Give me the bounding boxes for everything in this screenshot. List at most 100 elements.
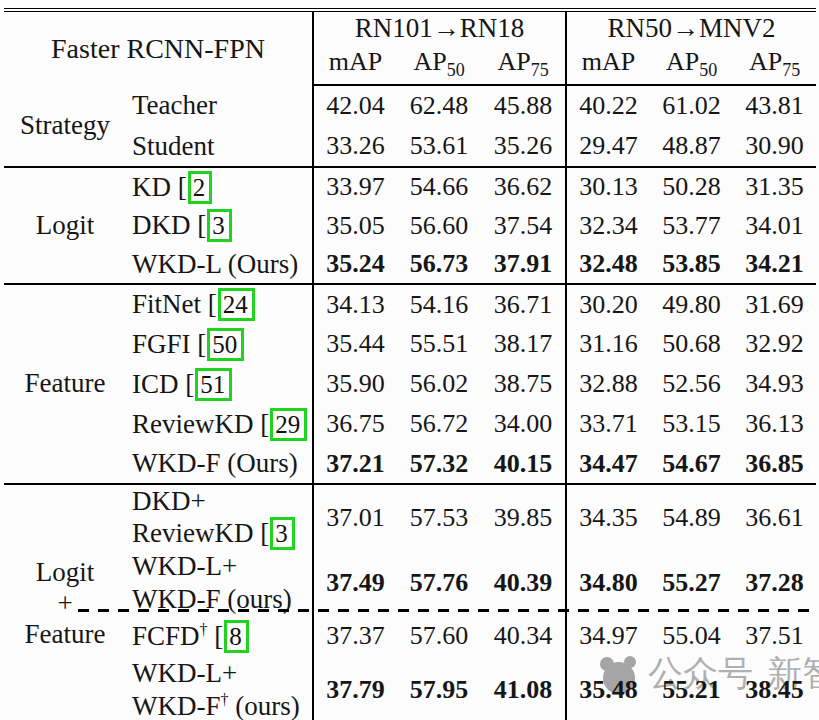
dashed-separator	[78, 609, 815, 612]
value-cell: 57.76	[397, 550, 481, 615]
method-icd: ICD [51	[126, 364, 313, 404]
value-cell: 32.88	[566, 364, 650, 404]
section-label-feature: Feature	[4, 284, 126, 484]
value-cell: 34.00	[481, 404, 566, 444]
value-cell: 52.56	[650, 364, 733, 404]
value-cell: 40.34	[481, 615, 566, 657]
value-cell: 31.69	[733, 284, 816, 324]
citation-link[interactable]: 3	[270, 517, 295, 550]
col-group-rn101-rn18: RN101→RN18	[313, 10, 566, 44]
value-cell: 53.61	[397, 126, 481, 167]
method-fcfd: FCFD† [8	[126, 615, 313, 657]
method-wkd-l-plus-wkd-f-dagger: WKD-L+ WKD-F† (ours)	[126, 657, 313, 720]
value-cell: 35.90	[313, 364, 397, 404]
value-cell: 61.02	[650, 85, 733, 126]
value-cell: 55.27	[650, 550, 733, 615]
value-cell: 56.02	[397, 364, 481, 404]
value-cell: 57.53	[397, 484, 481, 550]
value-cell: 62.48	[397, 85, 481, 126]
value-cell: 56.73	[397, 245, 481, 284]
value-cell: 56.72	[397, 404, 481, 444]
method-wkd-l-plus-wkd-f: WKD-L+ WKD-F (ours)	[126, 550, 313, 615]
col-header-map-1: mAP	[313, 44, 397, 85]
value-cell: 35.24	[313, 245, 397, 284]
value-cell: 37.54	[481, 206, 566, 245]
value-cell: 29.47	[566, 126, 650, 167]
value-cell: 40.15	[481, 444, 566, 484]
citation-link[interactable]: 51	[195, 368, 232, 401]
value-cell: 37.01	[313, 484, 397, 550]
value-cell: 30.13	[566, 167, 650, 206]
value-cell: 54.66	[397, 167, 481, 206]
value-cell: 53.15	[650, 404, 733, 444]
value-cell: 32.92	[733, 324, 816, 364]
value-cell: 54.16	[397, 284, 481, 324]
value-cell: 34.47	[566, 444, 650, 484]
dagger-mark: †	[200, 621, 208, 638]
value-cell: 48.87	[650, 126, 733, 167]
value-cell: 31.16	[566, 324, 650, 364]
value-cell: 50.68	[650, 324, 733, 364]
value-cell: 41.08	[481, 657, 566, 720]
method-dkd-reviewkd: DKD+ ReviewKD [3	[126, 484, 313, 550]
value-cell: 33.97	[313, 167, 397, 206]
col-header-map-2: mAP	[566, 44, 650, 85]
section-label-logit-feature: Logit + Feature	[4, 484, 126, 720]
value-cell: 33.71	[566, 404, 650, 444]
value-cell: 57.60	[397, 615, 481, 657]
value-cell: 34.21	[733, 245, 816, 284]
col-header-ap75-2: AP75	[733, 44, 816, 85]
citation-link[interactable]: 50	[207, 328, 244, 361]
value-cell: 33.26	[313, 126, 397, 167]
value-cell: 34.01	[733, 206, 816, 245]
value-cell: 37.91	[481, 245, 566, 284]
method-dkd: DKD [3	[126, 206, 313, 245]
value-cell: 34.80	[566, 550, 650, 615]
value-cell: 36.75	[313, 404, 397, 444]
value-cell: 34.13	[313, 284, 397, 324]
value-cell: 36.85	[733, 444, 816, 484]
value-cell: 55.21	[650, 657, 733, 720]
results-table: Faster RCNN-FPN RN101→RN18 RN50→MNV2 mAP…	[4, 8, 816, 720]
value-cell: 37.79	[313, 657, 397, 720]
value-cell: 35.48	[566, 657, 650, 720]
paper-table-screenshot: 公众号 新智元 Faster RCNN-FPN RN101→RN18 RN50→…	[0, 0, 819, 720]
value-cell: 37.49	[313, 550, 397, 615]
value-cell: 36.13	[733, 404, 816, 444]
value-cell: 40.22	[566, 85, 650, 126]
method-student: Student	[126, 126, 313, 167]
value-cell: 38.75	[481, 364, 566, 404]
table-corner-label: Faster RCNN-FPN	[4, 10, 313, 85]
value-cell: 34.93	[733, 364, 816, 404]
value-cell: 36.62	[481, 167, 566, 206]
citation-link[interactable]: 29	[270, 408, 307, 441]
citation-link[interactable]: 24	[218, 288, 255, 321]
value-cell: 32.34	[566, 206, 650, 245]
col-group-rn50-mnv2: RN50→MNV2	[566, 10, 816, 44]
method-reviewkd: ReviewKD [29	[126, 404, 313, 444]
value-cell: 45.88	[481, 85, 566, 126]
value-cell: 37.51	[733, 615, 816, 657]
value-cell: 31.35	[733, 167, 816, 206]
dagger-mark: †	[221, 691, 229, 708]
citation-link[interactable]: 2	[188, 171, 213, 204]
citation-link[interactable]: 8	[224, 620, 249, 653]
value-cell: 53.77	[650, 206, 733, 245]
value-cell: 35.44	[313, 324, 397, 364]
value-cell: 54.89	[650, 484, 733, 550]
method-wkd-l-ours: WKD-L (Ours)	[126, 245, 313, 284]
col-header-ap50-1: AP50	[397, 44, 481, 85]
value-cell: 57.32	[397, 444, 481, 484]
method-fgfi: FGFI [50	[126, 324, 313, 364]
citation-link[interactable]: 3	[207, 209, 232, 242]
value-cell: 54.67	[650, 444, 733, 484]
value-cell: 39.85	[481, 484, 566, 550]
value-cell: 40.39	[481, 550, 566, 615]
value-cell: 35.26	[481, 126, 566, 167]
value-cell: 30.90	[733, 126, 816, 167]
value-cell: 56.60	[397, 206, 481, 245]
value-cell: 38.17	[481, 324, 566, 364]
section-label-strategy: Strategy	[4, 85, 126, 167]
value-cell: 34.35	[566, 484, 650, 550]
value-cell: 49.80	[650, 284, 733, 324]
